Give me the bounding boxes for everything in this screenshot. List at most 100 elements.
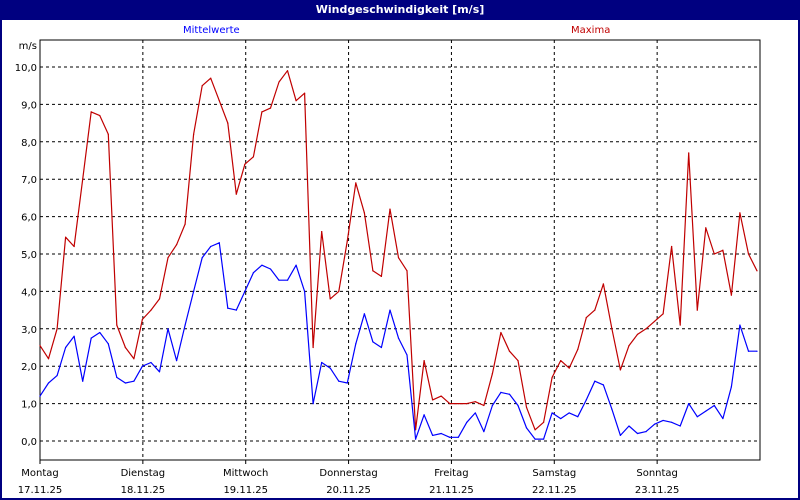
data-point-maxima [696, 309, 698, 311]
data-point-maxima [193, 133, 195, 135]
data-point-mittelwerte [39, 395, 41, 397]
y-axis-unit: m/s [19, 41, 37, 52]
y-tick-label: 10,0 [15, 63, 37, 74]
data-point-mittelwerte [355, 343, 357, 345]
data-point-maxima [594, 309, 596, 311]
data-point-mittelwerte [457, 436, 459, 438]
series-line-maxima [39, 70, 758, 431]
data-point-maxima [227, 122, 229, 124]
data-point-mittelwerte [705, 410, 707, 412]
data-point-mittelwerte [500, 391, 502, 393]
y-tick-label: 2,0 [21, 362, 37, 373]
data-point-maxima [133, 358, 135, 360]
data-point-mittelwerte [551, 412, 553, 414]
data-point-mittelwerte [338, 380, 340, 382]
data-point-maxima [611, 328, 613, 330]
x-tick-day: Sonntag [636, 468, 678, 479]
data-point-maxima [355, 182, 357, 184]
data-point-mittelwerte [423, 414, 425, 416]
data-point-mittelwerte [543, 438, 545, 440]
data-point-mittelwerte [56, 374, 58, 377]
data-point-mittelwerte [602, 384, 604, 386]
data-point-mittelwerte [756, 350, 758, 352]
data-point-maxima [167, 257, 169, 259]
data-point-mittelwerte [141, 365, 144, 367]
data-point-maxima [389, 208, 391, 210]
data-point-mittelwerte [261, 264, 263, 266]
data-point-maxima [329, 298, 331, 300]
data-point-mittelwerte [278, 279, 280, 281]
data-point-maxima [551, 376, 553, 379]
data-point-maxima [261, 111, 263, 113]
data-point-maxima [184, 223, 186, 225]
x-tick-date: 20.11.25 [326, 485, 371, 496]
data-point-mittelwerte [696, 416, 698, 418]
data-point-mittelwerte [688, 403, 690, 405]
data-point-mittelwerte [150, 361, 152, 364]
data-point-mittelwerte [210, 245, 212, 248]
data-point-maxima [619, 369, 622, 371]
data-point-maxima [483, 404, 485, 407]
data-point-mittelwerte [107, 343, 109, 345]
data-point-maxima [577, 348, 579, 350]
data-point-mittelwerte [133, 380, 135, 382]
series-line-mittelwerte [39, 242, 757, 440]
x-tick-date: 17.11.25 [18, 485, 63, 496]
data-point-mittelwerte [321, 361, 323, 364]
data-point-maxima [449, 403, 451, 405]
data-point-mittelwerte [679, 425, 681, 427]
data-point-mittelwerte [739, 324, 741, 326]
data-point-maxima [645, 328, 647, 330]
x-tick-day: Montag [21, 468, 58, 479]
data-point-maxima [372, 270, 374, 272]
data-point-mittelwerte [193, 290, 195, 292]
data-point-mittelwerte [389, 309, 391, 311]
x-tick-day: Samstag [532, 468, 576, 479]
data-point-mittelwerte [414, 438, 417, 440]
data-point-mittelwerte [124, 382, 126, 384]
data-point-mittelwerte [440, 432, 442, 435]
data-point-mittelwerte [397, 337, 400, 339]
data-point-mittelwerte [730, 386, 732, 388]
data-point-mittelwerte [432, 434, 434, 436]
data-point-maxima [602, 283, 604, 285]
data-point-maxima [440, 395, 442, 397]
data-point-mittelwerte [483, 431, 485, 433]
x-tick-date: 18.11.25 [121, 485, 166, 496]
x-tick-date: 19.11.25 [223, 485, 268, 496]
y-tick-label: 6,0 [21, 213, 37, 224]
data-point-maxima [730, 294, 732, 296]
data-point-maxima [39, 345, 41, 347]
data-point-mittelwerte [235, 309, 237, 311]
data-point-maxima [671, 245, 673, 248]
data-point-maxima [543, 421, 545, 423]
data-point-maxima [158, 298, 161, 300]
data-point-maxima [722, 249, 724, 251]
data-point-maxima [688, 152, 690, 154]
x-tick-day: Dienstag [121, 468, 166, 479]
data-point-mittelwerte [645, 431, 647, 433]
data-point-maxima [739, 212, 741, 214]
data-point-mittelwerte [184, 324, 186, 326]
data-point-mittelwerte [474, 412, 476, 414]
data-point-maxima [65, 236, 67, 238]
data-point-maxima [705, 227, 707, 229]
data-point-maxima [397, 257, 400, 259]
data-point-mittelwerte [99, 331, 101, 334]
window-title: Windgeschwindigkeit [m/s] [0, 0, 800, 20]
data-point-maxima [560, 359, 562, 362]
data-point-mittelwerte [363, 313, 365, 315]
data-point-maxima [508, 350, 511, 352]
y-tick-label: 9,0 [21, 100, 37, 111]
data-point-maxima [269, 107, 272, 109]
x-tick-day: Freitag [434, 468, 468, 479]
y-tick-label: 0,0 [21, 437, 37, 448]
x-tick-date: 21.11.25 [429, 485, 474, 496]
data-point-mittelwerte [380, 346, 383, 349]
data-point-maxima [175, 244, 178, 246]
data-point-maxima [432, 399, 434, 401]
data-point-mittelwerte [406, 354, 408, 356]
data-point-maxima [73, 245, 75, 248]
data-point-maxima [150, 309, 152, 311]
